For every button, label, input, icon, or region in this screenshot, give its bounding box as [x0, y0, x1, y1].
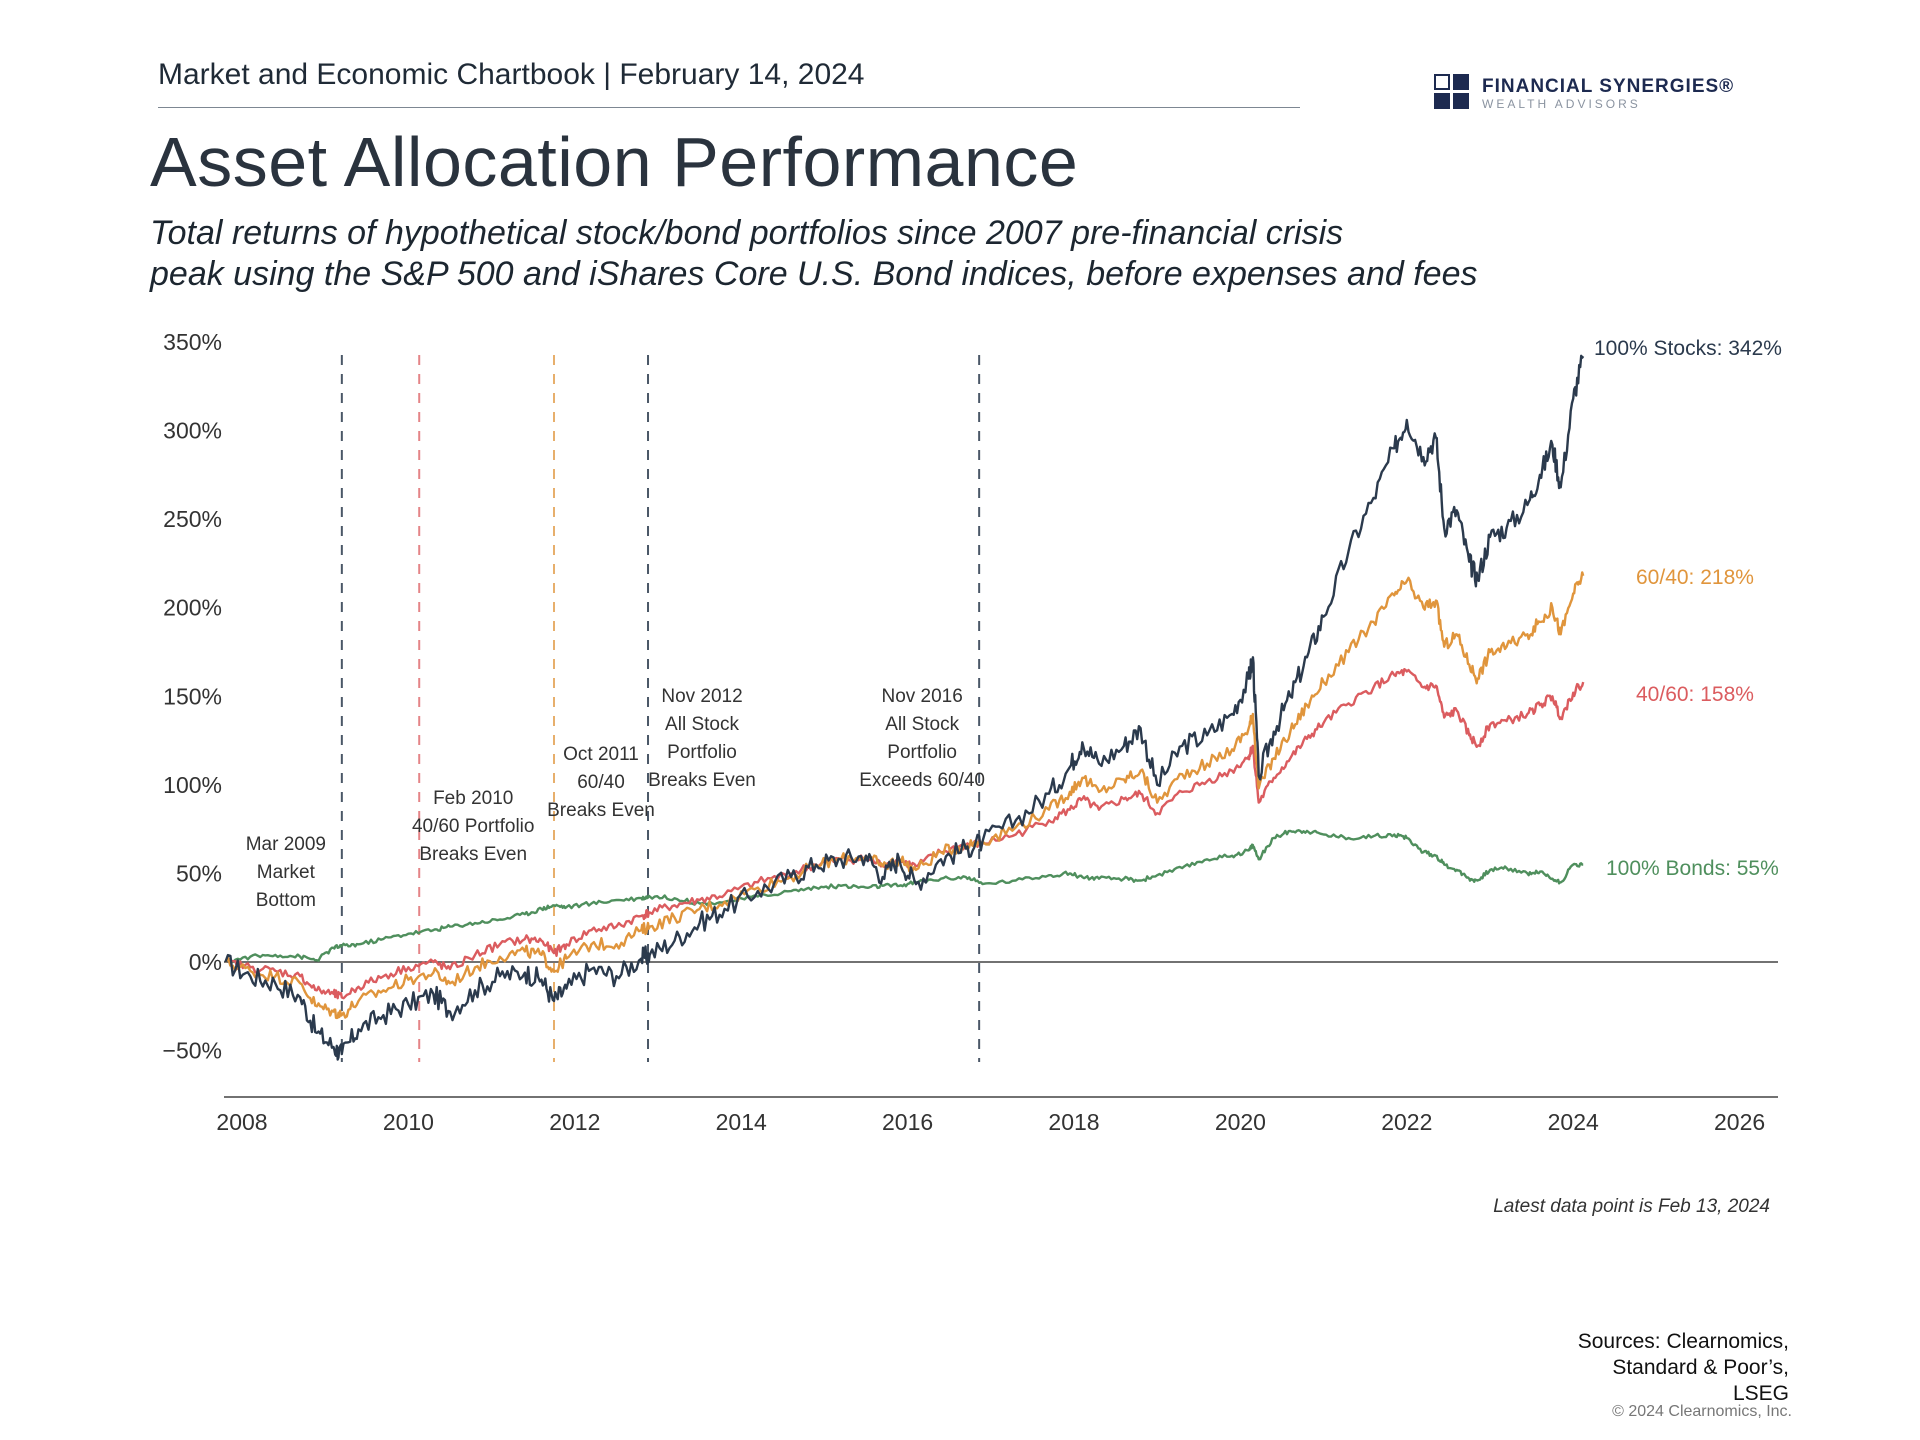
- y-tick-label: 350%: [163, 329, 222, 355]
- annotation-text: 60/40: [577, 772, 625, 793]
- subtitle-line: peak using the S&P 500 and iShares Core …: [150, 255, 1478, 293]
- page-subtitle: Total returns of hypothetical stock/bond…: [150, 213, 1530, 295]
- company-logo: FINANCIAL SYNERGIES® WEALTH ADVISORS: [1434, 74, 1754, 114]
- x-tick-label: 2016: [882, 1109, 933, 1135]
- y-tick-label: 150%: [163, 683, 222, 709]
- logo-subtitle: WEALTH ADVISORS: [1482, 97, 1641, 111]
- annotation-text: Breaks Even: [547, 800, 655, 821]
- x-tick-label: 2024: [1548, 1109, 1599, 1135]
- annotation-text: Nov 2016: [881, 686, 962, 707]
- latest-data-note: Latest data point is Feb 13, 2024: [1493, 1196, 1770, 1217]
- annotation-text: Mar 2009: [246, 834, 326, 855]
- y-tick-label: −50%: [163, 1038, 222, 1064]
- logo-mark-icon: [1434, 74, 1472, 110]
- header-divider: [158, 107, 1300, 108]
- subtitle-line: Total returns of hypothetical stock/bond…: [150, 214, 1344, 252]
- page-title: Asset Allocation Performance: [150, 123, 1079, 201]
- source-line: LSEG: [1732, 1382, 1789, 1405]
- sources: Sources: Clearnomics, Standard & Poor’s,…: [1400, 1329, 1789, 1407]
- y-tick-label: 0%: [189, 949, 222, 975]
- annotation-text: Breaks Even: [648, 770, 756, 791]
- series-end-label: 60/40: 218%: [1636, 566, 1754, 589]
- annotation-text: Portfolio: [887, 742, 957, 763]
- logo-name: FINANCIAL SYNERGIES®: [1482, 76, 1735, 97]
- x-tick-label: 2018: [1048, 1109, 1099, 1135]
- y-tick-label: 250%: [163, 506, 222, 532]
- series-line-100-bonds: [224, 829, 1584, 964]
- annotation-text: All Stock: [665, 714, 739, 735]
- source-line: Standard & Poor’s,: [1612, 1356, 1789, 1379]
- annotation-text: Nov 2012: [661, 686, 742, 707]
- annotation-text: 40/60 Portfolio: [412, 816, 535, 837]
- annotation-text: Feb 2010: [433, 788, 513, 809]
- annotation-text: All Stock: [885, 714, 959, 735]
- annotation-text: Exceeds 60/40: [859, 770, 985, 791]
- y-tick-label: 50%: [176, 860, 222, 886]
- y-tick-label: 200%: [163, 595, 222, 621]
- y-tick-label: 100%: [163, 772, 222, 798]
- x-tick-label: 2014: [716, 1109, 767, 1135]
- x-tick-label: 2020: [1215, 1109, 1266, 1135]
- series-line-100-stocks: [224, 354, 1585, 1061]
- source-line: Sources: Clearnomics,: [1577, 1330, 1789, 1353]
- annotation-text: Portfolio: [667, 742, 737, 763]
- copyright: © 2024 Clearnomics, Inc.: [1612, 1403, 1792, 1420]
- series-end-label: 40/60: 158%: [1636, 683, 1754, 706]
- annotation-text: Market: [257, 862, 316, 883]
- x-tick-label: 2022: [1381, 1109, 1432, 1135]
- series-end-label: 100% Stocks: 342%: [1594, 337, 1782, 360]
- x-tick-label: 2026: [1714, 1109, 1765, 1135]
- x-tick-label: 2012: [549, 1109, 600, 1135]
- x-tick-label: 2010: [383, 1109, 434, 1135]
- y-tick-label: 300%: [163, 418, 222, 444]
- annotation-text: Breaks Even: [419, 844, 527, 865]
- annotation-text: Bottom: [256, 890, 316, 911]
- series-line-60-40: [224, 571, 1585, 1020]
- chartbook-header: Market and Economic Chartbook | February…: [158, 58, 865, 91]
- series-end-label: 100% Bonds: 55%: [1606, 857, 1779, 880]
- x-tick-label: 2008: [216, 1109, 267, 1135]
- annotation-text: Oct 2011: [563, 744, 639, 765]
